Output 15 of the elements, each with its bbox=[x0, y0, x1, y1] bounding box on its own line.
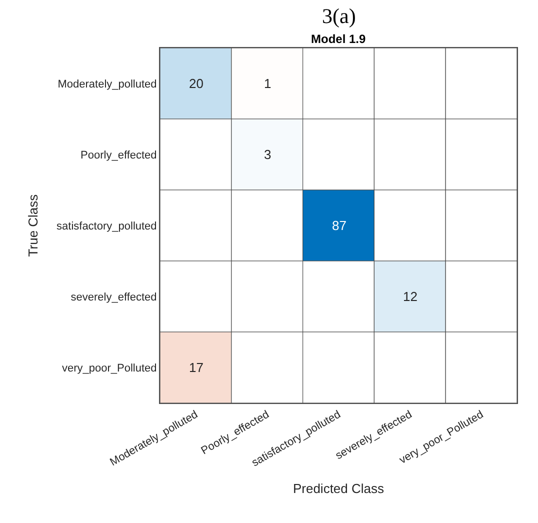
data-label: 3 bbox=[264, 147, 272, 162]
data-label: 1 bbox=[264, 76, 272, 91]
x-axis-title: Predicted Class bbox=[292, 480, 385, 496]
y-tick-label: very_poor_Polluted bbox=[62, 362, 157, 374]
data-label: 20 bbox=[189, 76, 204, 91]
y-tick-label: satisfactory_polluted bbox=[56, 220, 157, 232]
chart-subtitle: Model 1.9 bbox=[311, 32, 366, 46]
chart-title: 3(a) bbox=[322, 4, 356, 28]
y-tick-label: Poorly_effected bbox=[80, 149, 157, 162]
data-label: 17 bbox=[189, 360, 204, 375]
data-label: 87 bbox=[332, 218, 346, 233]
y-axis-title: True Class bbox=[25, 194, 40, 257]
y-tick-label: Moderately_polluted bbox=[58, 78, 157, 90]
y-tick-label: severely_effected bbox=[70, 291, 157, 304]
data-label: 12 bbox=[403, 289, 418, 304]
